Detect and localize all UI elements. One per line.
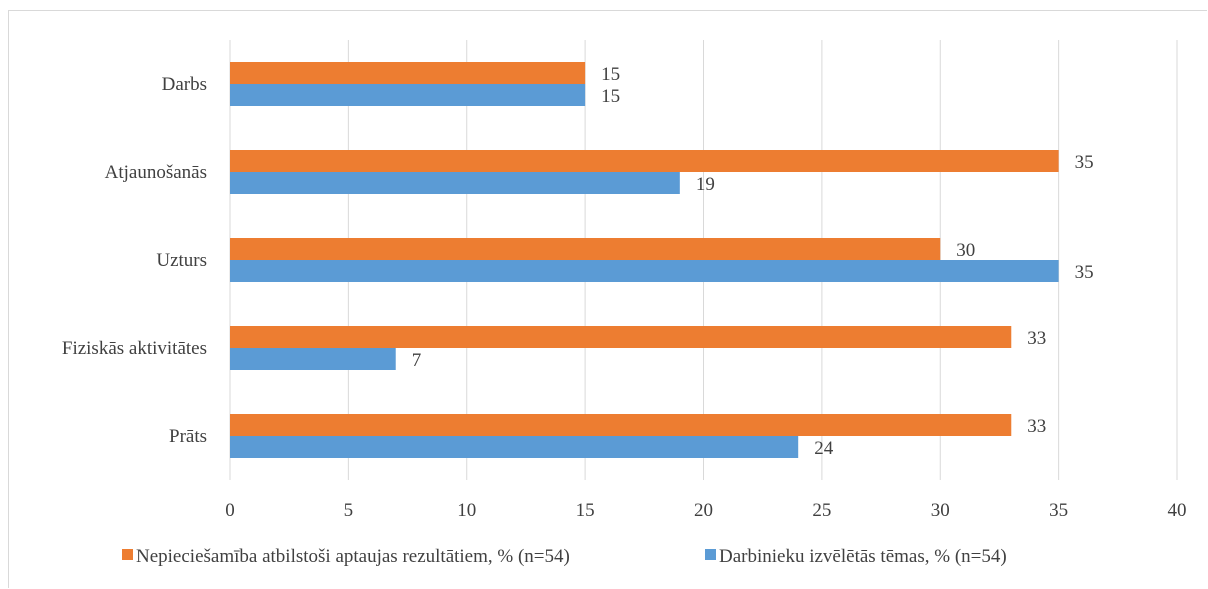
legend-label: Darbinieku izvēlētās tēmas, % (n=54) xyxy=(719,546,1007,567)
x-tick-label: 5 xyxy=(344,500,354,521)
bar-series-0-3 xyxy=(230,326,1012,348)
x-tick-label: 0 xyxy=(225,500,235,521)
bars xyxy=(230,62,1059,458)
data-label: 15 xyxy=(601,86,620,107)
category-label: Fiziskās aktivitātes xyxy=(62,338,207,359)
data-label: 35 xyxy=(1075,152,1094,173)
category-axis: Darbs Atjaunošanās Uzturs Fiziskās aktivitā… xyxy=(62,74,207,447)
x-tick-label: 30 xyxy=(931,500,950,521)
x-tick-label: 15 xyxy=(576,500,595,521)
data-label: 35 xyxy=(1075,262,1094,283)
data-label: 30 xyxy=(956,240,975,261)
data-label: 24 xyxy=(814,438,834,459)
category-label: Darbs xyxy=(162,74,207,95)
data-label: 33 xyxy=(1027,328,1046,349)
legend-swatch xyxy=(705,549,716,560)
value-axis: 0 5 10 15 20 25 30 35 40 xyxy=(225,500,1186,521)
data-label: 15 xyxy=(601,64,620,85)
x-tick-label: 40 xyxy=(1168,500,1187,521)
bar-series-0-4 xyxy=(230,414,1012,436)
bar-series-0-1 xyxy=(230,150,1059,172)
data-label: 19 xyxy=(696,174,715,195)
legend: Nepieciešamība atbilstoši aptaujas rezul… xyxy=(122,546,1007,567)
bar-series-1-1 xyxy=(230,172,680,194)
data-label: 7 xyxy=(412,350,422,371)
legend-swatch xyxy=(122,549,133,560)
category-label: Atjaunošanās xyxy=(105,162,207,183)
category-label: Uzturs xyxy=(156,250,207,271)
legend-label: Nepieciešamība atbilstoši aptaujas rezul… xyxy=(136,546,570,567)
x-tick-label: 35 xyxy=(1049,500,1068,521)
bar-series-1-3 xyxy=(230,348,396,370)
x-tick-label: 10 xyxy=(457,500,476,521)
bar-series-1-2 xyxy=(230,260,1059,282)
bar-series-1-0 xyxy=(230,84,586,106)
chart-frame xyxy=(8,10,1207,588)
x-tick-label: 20 xyxy=(694,500,713,521)
x-tick-label: 25 xyxy=(812,500,831,521)
bar-series-0-0 xyxy=(230,62,586,84)
bar-series-1-4 xyxy=(230,436,799,458)
category-label: Prāts xyxy=(169,426,207,447)
data-label: 33 xyxy=(1027,416,1046,437)
bar-series-0-2 xyxy=(230,238,941,260)
